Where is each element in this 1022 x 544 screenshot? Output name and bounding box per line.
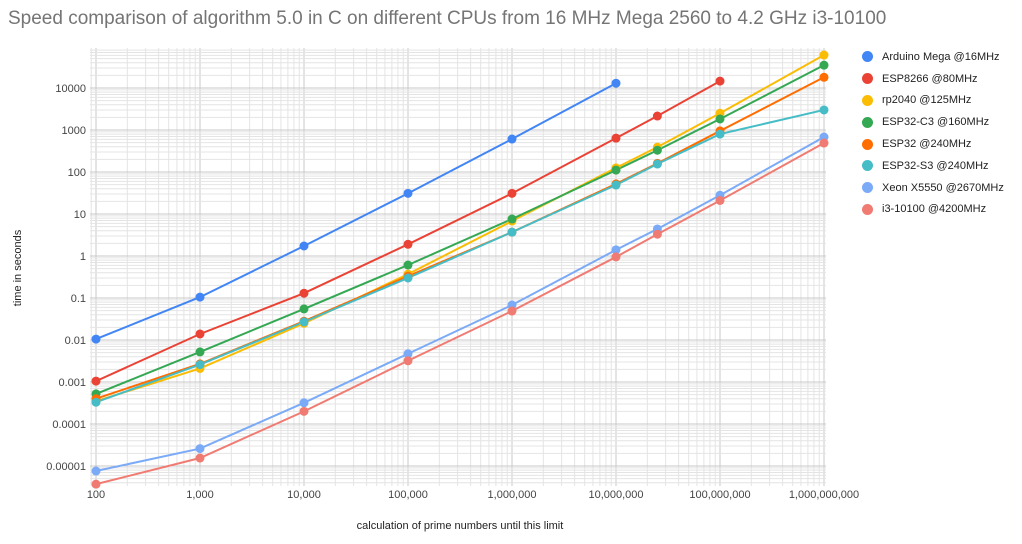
data-point-2	[819, 50, 829, 60]
legend-label: ESP32-S3 @240MHz	[882, 159, 989, 172]
data-point-6	[403, 349, 413, 359]
legend-item[interactable]: ESP32 @240MHz	[862, 133, 1004, 155]
data-point-5	[195, 360, 205, 370]
data-point-4	[819, 72, 829, 82]
data-point-7	[299, 406, 309, 416]
legend-swatch	[862, 73, 873, 85]
data-point-1	[91, 376, 101, 386]
y-axis-label: time in seconds	[12, 229, 24, 307]
x-tick-label: 10,000,000	[588, 489, 643, 501]
data-point-6	[195, 444, 205, 454]
series-line-0	[95, 82, 617, 341]
data-point-7	[403, 356, 413, 366]
y-tick-label: 0.001	[58, 377, 86, 389]
data-point-0	[403, 188, 413, 198]
x-tick-label: 10,000	[287, 489, 321, 501]
data-point-3	[611, 165, 621, 175]
data-point-1	[299, 288, 309, 298]
x-tick-label: 1,000,000	[488, 489, 537, 501]
legend-label: rp2040 @125MHz	[882, 94, 972, 107]
data-point-0	[507, 134, 517, 144]
legend-item[interactable]: i3-10100 @4200MHz	[862, 199, 1004, 221]
data-point-7	[195, 453, 205, 463]
y-tick-label: 0.1	[71, 293, 86, 305]
data-point-0	[611, 78, 621, 88]
legend-swatch	[862, 160, 873, 172]
legend-label: ESP32-C3 @160MHz	[882, 116, 990, 129]
data-point-6	[91, 466, 101, 476]
y-tick-label: 0.01	[65, 335, 86, 347]
x-tick-label: 1,000	[186, 489, 214, 501]
data-point-3	[715, 114, 725, 124]
data-point-0	[299, 241, 309, 251]
data-point-1	[507, 188, 517, 198]
data-point-3	[299, 304, 309, 314]
y-tick-label: 10	[74, 209, 86, 221]
data-point-1	[715, 76, 725, 86]
data-point-1	[652, 111, 662, 121]
data-point-5	[299, 317, 309, 327]
data-point-3	[652, 145, 662, 155]
data-point-7	[715, 195, 725, 205]
data-point-3	[403, 260, 413, 270]
legend-item[interactable]: ESP8266 @80MHz	[862, 68, 1004, 90]
data-point-6	[299, 398, 309, 408]
data-point-3	[195, 347, 205, 357]
legend-item[interactable]: Xeon X5550 @2670MHz	[862, 177, 1004, 199]
legend-label: Xeon X5550 @2670MHz	[882, 181, 1004, 194]
legend-item[interactable]: ESP32-S3 @240MHz	[862, 155, 1004, 177]
legend-item[interactable]: Arduino Mega @16MHz	[862, 46, 1004, 68]
legend-label: i3-10100 @4200MHz	[882, 203, 987, 216]
legend-swatch	[862, 203, 873, 215]
x-tick-label: 100	[87, 489, 105, 501]
data-point-1	[195, 329, 205, 339]
x-tick-label: 100,000,000	[689, 489, 750, 501]
data-point-5	[507, 227, 517, 237]
data-point-7	[507, 306, 517, 316]
legend-label: ESP8266 @80MHz	[882, 72, 978, 85]
data-point-5	[715, 129, 725, 139]
data-point-3	[819, 60, 829, 70]
x-tick-label: 1,000,000,000	[789, 489, 859, 501]
data-point-7	[819, 138, 829, 148]
data-point-1	[611, 133, 621, 143]
legend-swatch	[862, 182, 873, 194]
x-tick-label: 100,000	[388, 489, 428, 501]
y-tick-label: 0.0001	[52, 419, 86, 431]
data-point-5	[91, 397, 101, 407]
legend-swatch	[862, 138, 873, 150]
data-point-0	[91, 334, 101, 344]
legend-label: ESP32 @240MHz	[882, 138, 972, 151]
legend-swatch	[862, 94, 873, 106]
legend-item[interactable]: ESP32-C3 @160MHz	[862, 111, 1004, 133]
y-tick-label: 1	[80, 251, 86, 263]
y-tick-label: 10000	[55, 83, 86, 95]
data-point-1	[403, 239, 413, 249]
legend-swatch	[862, 51, 873, 63]
data-point-5	[611, 180, 621, 190]
data-point-5	[652, 159, 662, 169]
data-point-5	[403, 273, 413, 283]
y-tick-label: 0.00001	[46, 461, 86, 473]
x-axis-label: calculation of prime numbers until this …	[356, 520, 564, 532]
legend-swatch	[862, 116, 873, 128]
legend-label: Arduino Mega @16MHz	[882, 50, 1000, 63]
data-point-7	[611, 252, 621, 262]
data-point-7	[652, 229, 662, 239]
data-point-5	[819, 105, 829, 115]
y-tick-label: 1000	[62, 125, 86, 137]
legend: Arduino Mega @16MHz ESP8266 @80MHz rp2040 …	[862, 46, 1004, 220]
series-line-1	[95, 80, 721, 383]
data-point-6	[611, 245, 621, 255]
legend-item[interactable]: rp2040 @125MHz	[862, 90, 1004, 112]
data-point-3	[507, 214, 517, 224]
data-point-0	[195, 292, 205, 302]
data-point-7	[91, 479, 101, 489]
chart-title: Speed comparison of algorithm 5.0 in C o…	[8, 8, 887, 29]
y-tick-label: 100	[68, 167, 86, 179]
